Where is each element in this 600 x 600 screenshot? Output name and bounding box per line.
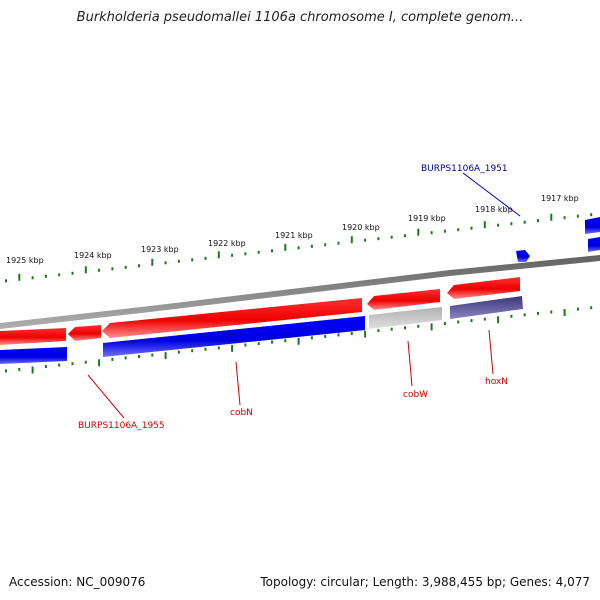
ruler-label-1917: 1917 kbp: [541, 194, 579, 203]
feature-hoxN[interactable]: [450, 296, 523, 319]
feature-burps1106a-1955[interactable]: [0, 328, 66, 345]
leader-burps1106a-1951: [462, 172, 521, 217]
feature-gene-blue-top-1[interactable]: [585, 217, 600, 234]
label-cobW[interactable]: cobW: [403, 390, 428, 400]
genome-backbone: [0, 255, 600, 329]
feature-gene-blue-top-2[interactable]: [588, 237, 600, 252]
feature-cobW[interactable]: [369, 307, 442, 329]
feature-cobW-forward[interactable]: [367, 289, 440, 310]
genome-summary-text: Topology: circular; Length: 3,988,455 bp…: [260, 575, 590, 589]
inner-tick-marks: [5, 306, 593, 374]
ruler-label-1923: 1923 kbp: [141, 245, 179, 254]
accession-text: Accession: NC_009076: [9, 575, 146, 589]
ruler-label-1919: 1919 kbp: [408, 214, 446, 223]
map-title: Burkholderia pseudomallei 1106a chromoso…: [76, 10, 524, 25]
feature-burps1106a-1955-reverse[interactable]: [0, 347, 67, 364]
ruler-label-1925: 1925 kbp: [6, 256, 44, 265]
feature-cobN[interactable]: [103, 316, 365, 357]
ruler-label-1921: 1921 kbp: [275, 231, 313, 240]
outer-tick-marks: [5, 213, 593, 283]
leader-burps1106a-1955: [87, 374, 125, 419]
feature-hoxN-forward[interactable]: [447, 277, 520, 299]
ruler-label-1920: 1920 kbp: [342, 223, 380, 232]
ruler-label-1922: 1922 kbp: [208, 239, 246, 248]
label-cobN[interactable]: cobN: [230, 408, 253, 418]
feature-burps1106a-1951[interactable]: [516, 250, 530, 262]
leader-cobW: [407, 340, 413, 387]
label-burps1106a-1951[interactable]: BURPS1106A_1951: [421, 164, 508, 174]
ruler-label-1918: 1918 kbp: [475, 205, 513, 214]
leader-cobN: [235, 361, 241, 406]
leader-hoxN: [488, 329, 494, 375]
ruler-label-1924: 1924 kbp: [74, 251, 112, 260]
feature-cobN-forward[interactable]: [102, 298, 362, 338]
feature-gene-red-2[interactable]: [68, 325, 101, 341]
label-hoxN[interactable]: hoxN: [485, 377, 508, 387]
label-burps1106a-1955[interactable]: BURPS1106A_1955: [78, 421, 165, 431]
